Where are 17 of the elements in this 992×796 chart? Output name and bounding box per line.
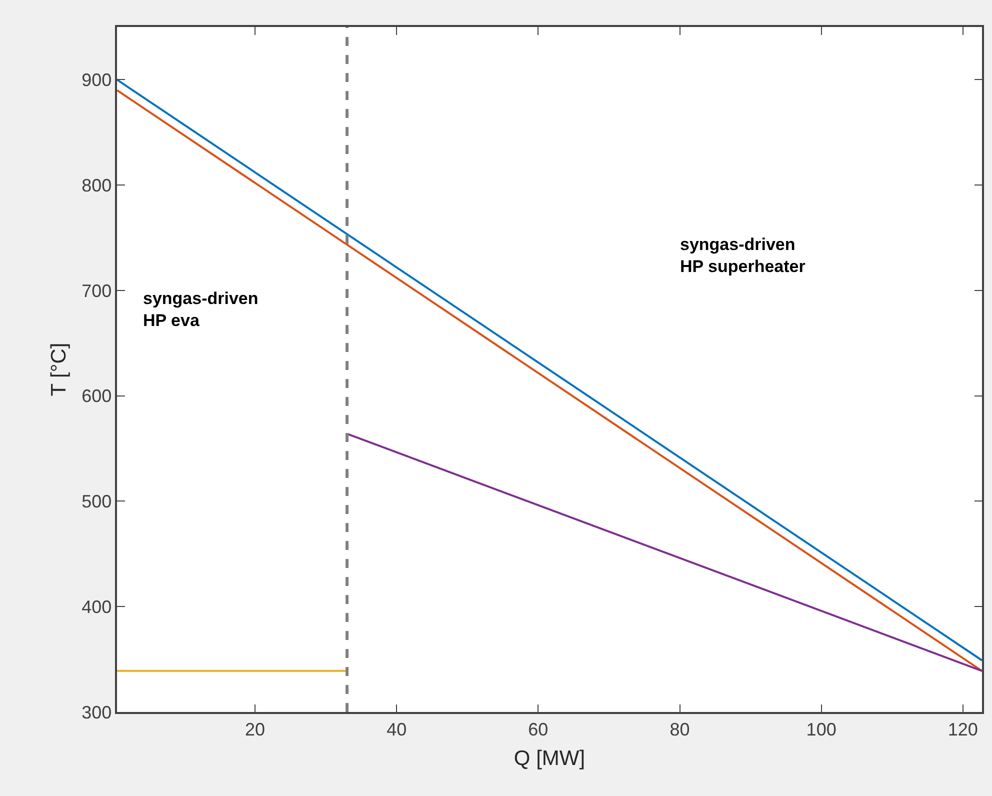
- x-tick-label: 120: [948, 719, 978, 740]
- annotation: syngas-driven HP superheater: [680, 235, 806, 276]
- x-tick-label: 40: [386, 719, 407, 740]
- x-tick-label: 100: [806, 719, 836, 740]
- y-tick-label: 300: [82, 702, 112, 722]
- x-tick-label: 60: [528, 719, 548, 740]
- y-tick-label: 400: [82, 596, 112, 617]
- y-tick-label: 800: [82, 175, 112, 196]
- x-tick-label: 20: [245, 719, 266, 740]
- y-tick-label: 700: [82, 280, 112, 301]
- x-tick-label: 80: [670, 719, 690, 740]
- y-tick-label: 900: [82, 70, 112, 90]
- y-tick-label: 600: [82, 386, 112, 406]
- x-axis-title: Q [MW]: [514, 747, 586, 770]
- annotation: syngas-driven HP eva: [143, 289, 258, 330]
- y-axis-title: T [°C]: [47, 342, 70, 396]
- y-tick-label: 500: [82, 492, 112, 512]
